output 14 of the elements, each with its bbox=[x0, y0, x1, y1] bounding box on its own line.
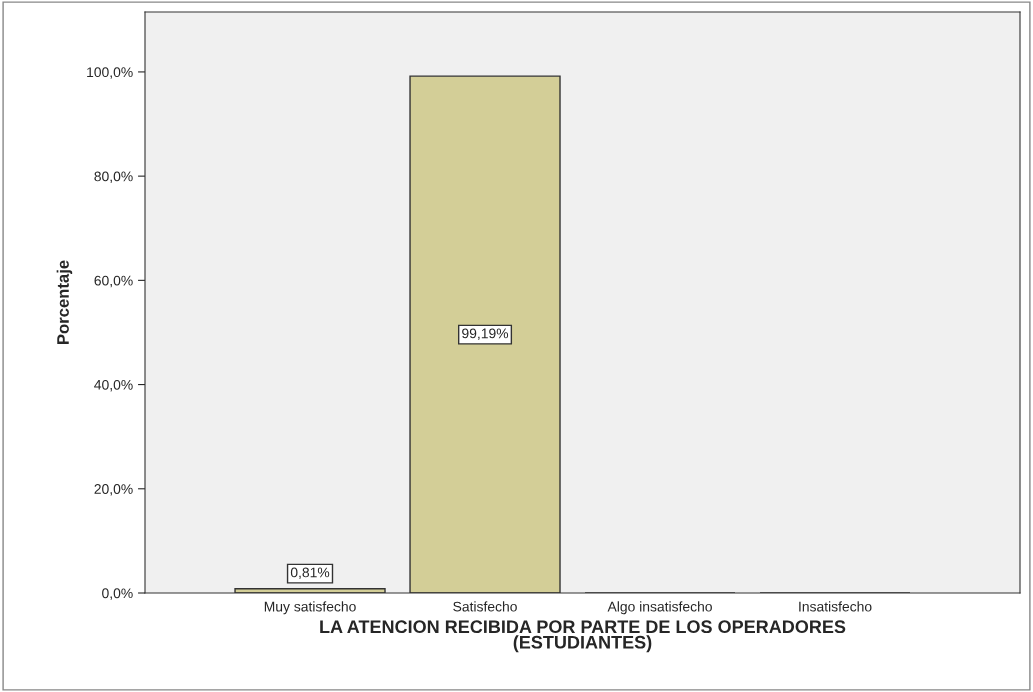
x-tick-label: Insatisfecho bbox=[799, 601, 872, 612]
y-tick-label: 60,0% bbox=[94, 275, 133, 288]
y-tick-label: 40,0% bbox=[94, 379, 133, 392]
x-tick-label: Satisfecho bbox=[453, 601, 517, 612]
x-tick-label: Algo insatisfecho bbox=[607, 601, 712, 615]
x-axis-title: LA ATENCION RECIBIDA POR PARTE DE LOS OPERADORES (ESTUDIANTES) bbox=[320, 620, 846, 653]
y-tick-label: 0,0% bbox=[102, 588, 133, 600]
data-label: 0,81% bbox=[290, 567, 330, 579]
y-tick-label: 20,0% bbox=[94, 484, 133, 496]
x-tick-label: Muy satisfecho bbox=[264, 601, 356, 615]
data-label: 99,19% bbox=[462, 328, 509, 340]
y-tick-label: 80,0% bbox=[94, 171, 133, 183]
y-tick-label: 100,0% bbox=[87, 67, 133, 79]
y-axis-title: Porcentaje bbox=[56, 260, 73, 344]
